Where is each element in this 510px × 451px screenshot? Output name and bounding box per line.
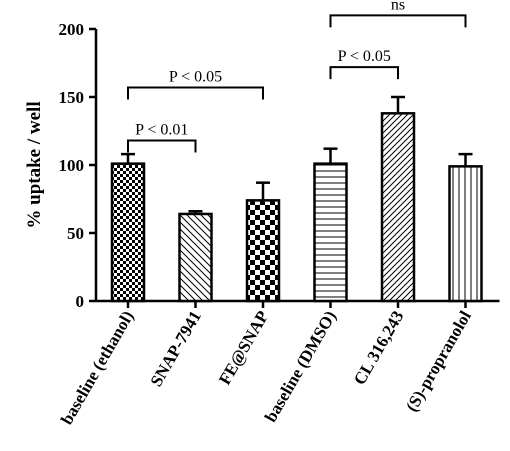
- x-tick-label: CL 316,243: [350, 308, 408, 389]
- significance-label: ns: [391, 0, 405, 13]
- significance-label: P < 0.01: [135, 122, 188, 139]
- bar: [245, 199, 281, 303]
- x-tick-label: baseline (DMSO): [261, 308, 340, 426]
- bar: [448, 165, 483, 303]
- significance-label: P < 0.05: [338, 48, 391, 65]
- x-tick-label: (S)-propranolol: [402, 307, 475, 415]
- plot-area: 0 50 100 150 200 baseline (ethanol) SNAP-7941 F…: [57, 0, 500, 428]
- y-tick-label: 50: [67, 224, 84, 243]
- y-tick-label: 200: [59, 20, 85, 39]
- x-tick-label: baseline (ethanol): [57, 308, 137, 428]
- significance-label: P < 0.05: [169, 68, 222, 85]
- significance-bracket: [329, 66, 399, 80]
- y-tick-label: 0: [76, 292, 85, 311]
- significance-bracket: [127, 86, 264, 100]
- x-tick-label: SNAP-7941: [146, 308, 204, 390]
- bar: [313, 162, 348, 303]
- y-axis-title: % uptake / well: [24, 101, 45, 228]
- y-tick-label: 100: [59, 156, 85, 175]
- bar: [110, 162, 146, 303]
- significance-bracket: [127, 139, 197, 153]
- y-tick-label: 150: [59, 88, 85, 107]
- bar: [178, 212, 213, 303]
- significance-bracket: [329, 14, 467, 28]
- x-tick-label: FE@SNAP: [215, 308, 272, 388]
- bar: [380, 112, 416, 303]
